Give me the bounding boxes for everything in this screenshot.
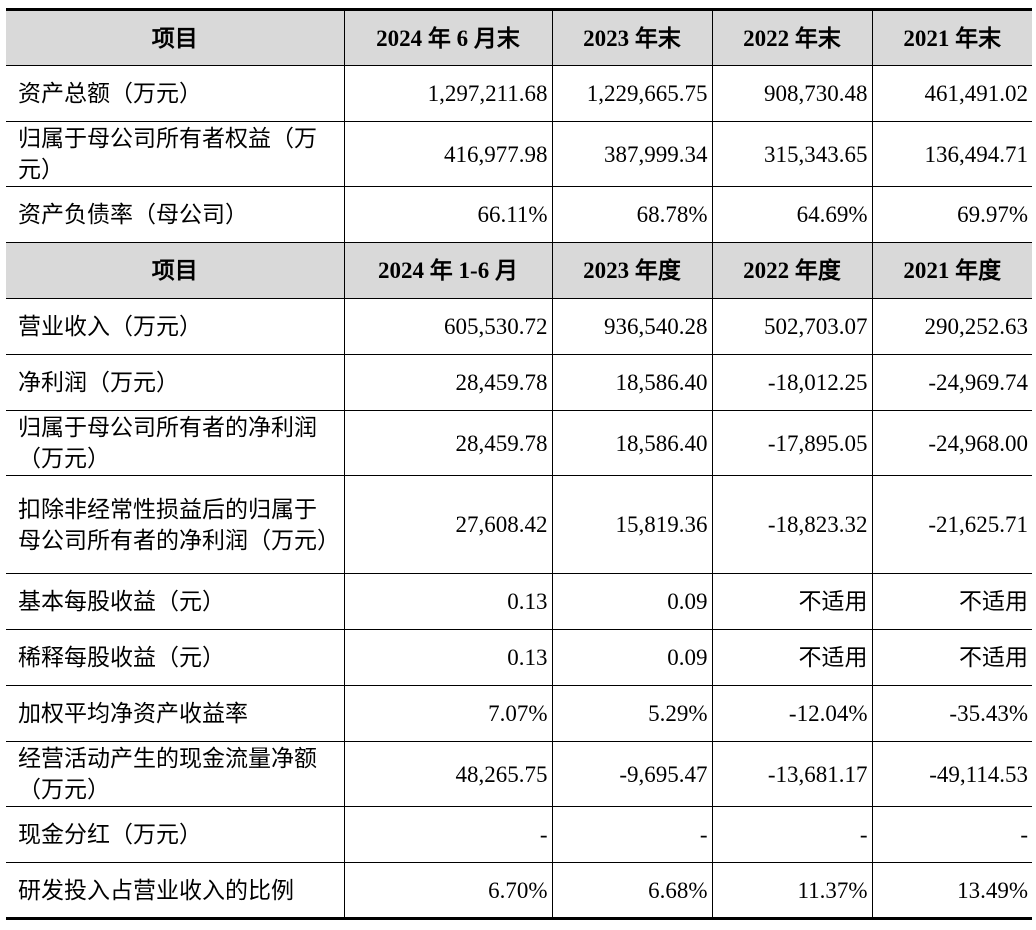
value-cell: 290,252.63 — [871, 298, 1032, 355]
value-cell: 6.70% — [343, 862, 553, 920]
row-label: 稀释每股收益（元） — [6, 629, 345, 686]
value-cell: - — [871, 806, 1032, 863]
row-label: 资产负债率（母公司） — [6, 186, 345, 243]
header-cell-2022-end: 2022 年末 — [711, 8, 873, 66]
table-row: 研发投入占营业收入的比例 6.70% 6.68% 11.37% 13.49% — [6, 862, 1032, 920]
value-cell: 7.07% — [343, 685, 553, 742]
value-cell: 27,608.42 — [343, 475, 553, 574]
row-label: 扣除非经常性损益后的归属于母公司所有者的净利润（万元） — [6, 475, 345, 574]
value-cell: 0.13 — [343, 629, 553, 686]
table-row: 净利润（万元） 28,459.78 18,586.40 -18,012.25 -… — [6, 354, 1032, 411]
value-cell: 13.49% — [871, 862, 1032, 920]
value-cell: -9,695.47 — [551, 741, 713, 807]
value-cell: 28,459.78 — [343, 354, 553, 411]
value-cell: 0.13 — [343, 573, 553, 630]
header-cell-2021: 2021 年度 — [871, 242, 1032, 299]
value-cell: -24,968.00 — [871, 410, 1032, 476]
value-cell: 18,586.40 — [551, 354, 713, 411]
table-row: 营业收入（万元） 605,530.72 936,540.28 502,703.0… — [6, 298, 1032, 355]
value-cell: 66.11% — [343, 186, 553, 243]
value-cell: 不适用 — [711, 629, 873, 686]
value-cell: 315,343.65 — [711, 121, 873, 187]
value-cell: 908,730.48 — [711, 65, 873, 122]
header-cell-item: 项目 — [6, 8, 345, 66]
row-label: 归属于母公司所有者的净利润（万元） — [6, 410, 345, 476]
row-label: 归属于母公司所有者权益（万元） — [6, 121, 345, 187]
value-cell: -18,823.32 — [711, 475, 873, 574]
table-row: 扣除非经常性损益后的归属于母公司所有者的净利润（万元） 27,608.42 15… — [6, 475, 1032, 574]
value-cell: 387,999.34 — [551, 121, 713, 187]
value-cell: 1,229,665.75 — [551, 65, 713, 122]
value-cell: -24,969.74 — [871, 354, 1032, 411]
value-cell: -35.43% — [871, 685, 1032, 742]
header-cell-2021-end: 2021 年末 — [871, 8, 1032, 66]
row-label: 基本每股收益（元） — [6, 573, 345, 630]
value-cell: 0.09 — [551, 629, 713, 686]
value-cell: 605,530.72 — [343, 298, 553, 355]
table-header-row: 项目 2024 年 6 月末 2023 年末 2022 年末 2021 年末 — [6, 8, 1032, 66]
value-cell: 416,977.98 — [343, 121, 553, 187]
value-cell: 不适用 — [711, 573, 873, 630]
row-label: 研发投入占营业收入的比例 — [6, 862, 345, 920]
table-row: 经营活动产生的现金流量净额（万元） 48,265.75 -9,695.47 -1… — [6, 741, 1032, 807]
table-row: 归属于母公司所有者的净利润（万元） 28,459.78 18,586.40 -1… — [6, 410, 1032, 476]
value-cell: 不适用 — [871, 573, 1032, 630]
value-cell: 1,297,211.68 — [343, 65, 553, 122]
table-row: 归属于母公司所有者权益（万元） 416,977.98 387,999.34 31… — [6, 121, 1032, 187]
value-cell: - — [711, 806, 873, 863]
value-cell: - — [551, 806, 713, 863]
value-cell: -12.04% — [711, 685, 873, 742]
row-label: 经营活动产生的现金流量净额（万元） — [6, 741, 345, 807]
table-row: 现金分红（万元） - - - - — [6, 806, 1032, 863]
value-cell: 69.97% — [871, 186, 1032, 243]
row-label: 净利润（万元） — [6, 354, 345, 411]
value-cell: 68.78% — [551, 186, 713, 243]
table-row: 加权平均净资产收益率 7.07% 5.29% -12.04% -35.43% — [6, 685, 1032, 742]
table-row: 资产总额（万元） 1,297,211.68 1,229,665.75 908,7… — [6, 65, 1032, 122]
value-cell: 0.09 — [551, 573, 713, 630]
table-row: 稀释每股收益（元） 0.13 0.09 不适用 不适用 — [6, 629, 1032, 686]
header-cell-2024h1: 2024 年 1-6 月 — [343, 242, 553, 299]
header-cell-2022: 2022 年度 — [711, 242, 873, 299]
header-cell-item: 项目 — [6, 242, 345, 299]
value-cell: -18,012.25 — [711, 354, 873, 411]
row-label: 资产总额（万元） — [6, 65, 345, 122]
value-cell: -17,895.05 — [711, 410, 873, 476]
value-cell: 136,494.71 — [871, 121, 1032, 187]
value-cell: 11.37% — [711, 862, 873, 920]
table-row: 基本每股收益（元） 0.13 0.09 不适用 不适用 — [6, 573, 1032, 630]
value-cell: 48,265.75 — [343, 741, 553, 807]
value-cell: 6.68% — [551, 862, 713, 920]
row-label: 加权平均净资产收益率 — [6, 685, 345, 742]
value-cell: - — [343, 806, 553, 863]
value-cell: -13,681.17 — [711, 741, 873, 807]
value-cell: 936,540.28 — [551, 298, 713, 355]
value-cell: 64.69% — [711, 186, 873, 243]
header-cell-2023: 2023 年度 — [551, 242, 713, 299]
header-cell-2023-end: 2023 年末 — [551, 8, 713, 66]
row-label: 现金分红（万元） — [6, 806, 345, 863]
table-header-row: 项目 2024 年 1-6 月 2023 年度 2022 年度 2021 年度 — [6, 242, 1032, 299]
value-cell: 461,491.02 — [871, 65, 1032, 122]
table-row: 资产负债率（母公司） 66.11% 68.78% 64.69% 69.97% — [6, 186, 1032, 243]
value-cell: 18,586.40 — [551, 410, 713, 476]
value-cell: -21,625.71 — [871, 475, 1032, 574]
value-cell: 28,459.78 — [343, 410, 553, 476]
header-cell-2024h1-end: 2024 年 6 月末 — [343, 8, 553, 66]
row-label: 营业收入（万元） — [6, 298, 345, 355]
value-cell: 502,703.07 — [711, 298, 873, 355]
value-cell: 15,819.36 — [551, 475, 713, 574]
financial-summary-table: 项目 2024 年 6 月末 2023 年末 2022 年末 2021 年末 资… — [6, 8, 1032, 920]
value-cell: 不适用 — [871, 629, 1032, 686]
value-cell: -49,114.53 — [871, 741, 1032, 807]
value-cell: 5.29% — [551, 685, 713, 742]
